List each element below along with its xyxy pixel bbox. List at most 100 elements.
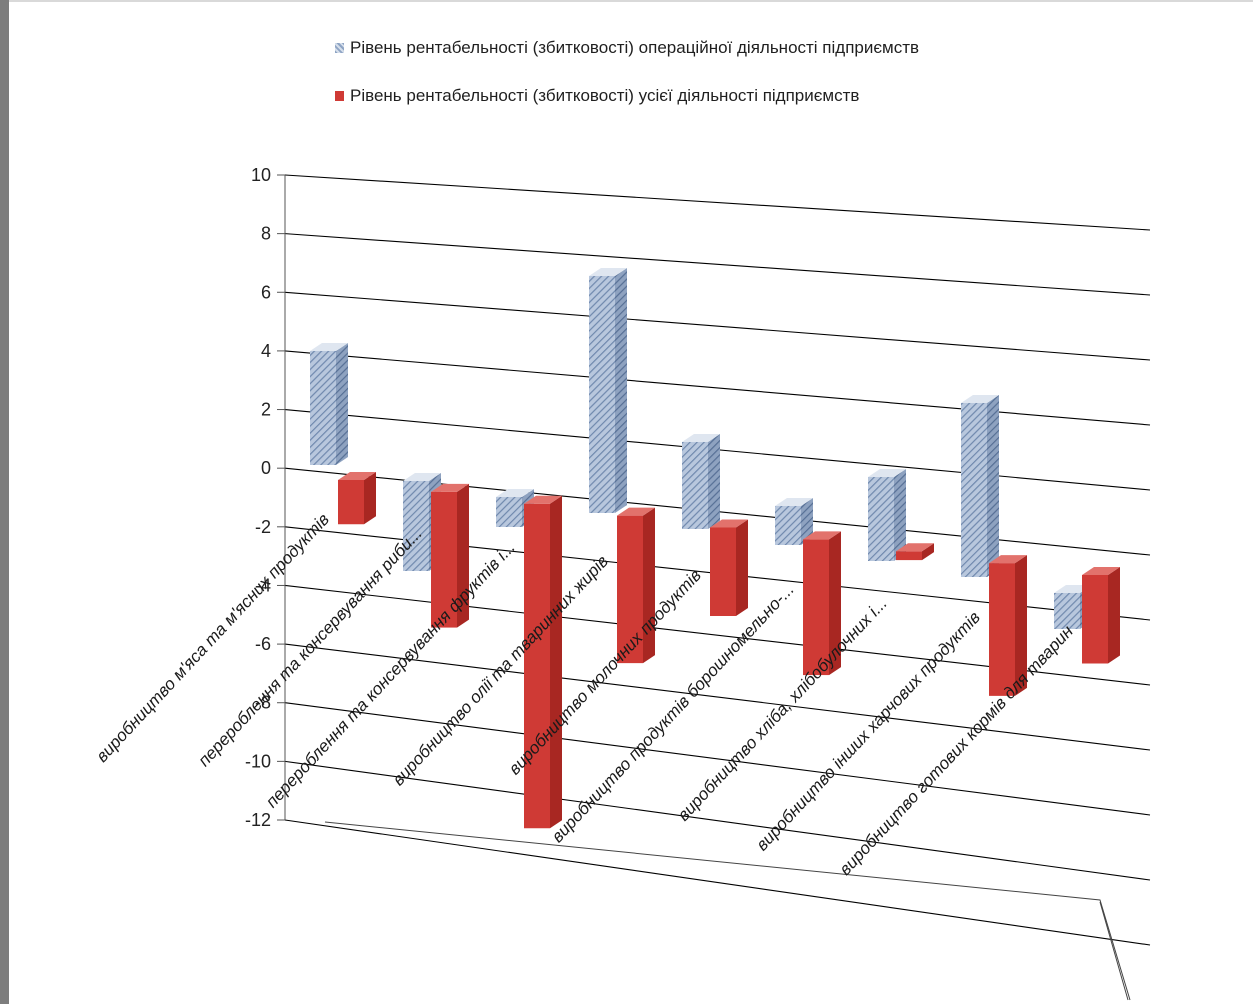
bar-front-face: [710, 527, 736, 616]
frame-left-edge: [0, 0, 9, 1004]
bar-top-face: [961, 395, 999, 403]
bar-front-face: [524, 503, 550, 829]
bar-side-face: [364, 472, 376, 525]
category-label: перероблення та консервування риби...: [194, 524, 426, 770]
bar-top-face: [338, 472, 376, 480]
bar-front-face: [896, 551, 922, 561]
tick-label: -2: [255, 517, 271, 537]
tick-label: 6: [261, 282, 271, 302]
bar-total: [617, 507, 655, 664]
bar-top-face: [682, 434, 720, 442]
category-label: виробництво інших харчових продуктів: [752, 608, 984, 855]
bar-front-face: [589, 276, 615, 513]
bar-side-face: [736, 519, 748, 616]
bar-total: [338, 472, 376, 525]
bar-top-face: [896, 543, 934, 552]
bar-side-face: [1108, 567, 1120, 664]
tick-label: 4: [261, 341, 271, 361]
bar-front-face: [496, 497, 522, 527]
tick-label: 0: [261, 458, 271, 478]
category-label: виробництво хліба, хлібобулочних і...: [674, 594, 891, 825]
bar-front-face: [403, 481, 429, 571]
gridline: [284, 350, 1151, 426]
category-labels: виробництво м'яса та м'ясних продуктівпе…: [92, 510, 1077, 879]
bar-front-face: [803, 539, 829, 676]
bar-top-face: [589, 268, 627, 276]
bar-total: [1082, 567, 1120, 664]
frame-top-edge: [9, 0, 1253, 2]
legend-label-total: Рівень рентабельності (збитковості) усіє…: [350, 86, 860, 105]
legend-swatch-operational: [335, 43, 344, 53]
bar-top-face: [431, 483, 469, 492]
gridline: [284, 233, 1151, 296]
tick-label: -4: [255, 575, 271, 595]
bar-operational: [775, 498, 813, 545]
legend-item-operational: Рівень рентабельності (збитковості) опер…: [335, 36, 919, 60]
gridline: [284, 819, 1151, 946]
bar-front-face: [1082, 575, 1108, 664]
tick-label: 10: [251, 165, 271, 185]
bar-top-face: [775, 498, 813, 506]
bar-operational: [961, 395, 999, 577]
legend: Рівень рентабельності (збитковості) опер…: [335, 36, 919, 132]
bar-side-face: [457, 483, 469, 628]
bar-front-face: [775, 506, 801, 545]
bar-side-face: [801, 498, 813, 545]
gridline: [284, 702, 1151, 816]
bar-operational: [682, 434, 720, 529]
value-axis: 10 8 6 4 2 0 -2 -4 -6 -8 -10 -12: [245, 165, 1131, 1001]
floor-corner: [1099, 901, 1129, 1001]
legend-item-total: Рівень рентабельності (збитковості) усіє…: [335, 84, 919, 108]
bar-operational: [310, 343, 348, 465]
floor-edge: [324, 821, 1131, 1001]
bar-front-face: [961, 403, 987, 577]
gridline: [284, 643, 1151, 751]
category-label: перероблення та консервування фруктів і.…: [262, 538, 519, 812]
bar-front-face: [338, 480, 364, 525]
bar-side-face: [550, 495, 562, 829]
tick-label: -10: [245, 751, 271, 771]
bar-front-face: [431, 491, 457, 628]
bar-total: [896, 543, 934, 561]
gridline: [284, 174, 1151, 231]
bar-front-face: [989, 563, 1015, 696]
bar-front-face: [868, 477, 894, 561]
bar-side-face: [615, 268, 627, 513]
bar-top-face: [1082, 567, 1120, 575]
bars: [310, 268, 1120, 829]
legend-swatch-total: [335, 91, 344, 101]
bar-top-face: [524, 495, 562, 504]
bar-operational: [589, 268, 627, 513]
category-label: виробництво готових кормів для тварин: [835, 621, 1077, 879]
bar-front-face: [682, 442, 708, 529]
bar-side-face: [1015, 555, 1027, 696]
tick-label: 8: [261, 224, 271, 244]
bar-total: [989, 555, 1027, 696]
bar-total: [710, 519, 748, 616]
bar-top-face: [989, 555, 1027, 564]
bar-side-face: [987, 395, 999, 577]
bar-front-face: [1054, 593, 1080, 629]
legend-label-operational: Рівень рентабельності (збитковості) опер…: [350, 38, 920, 57]
bar-top-face: [403, 473, 441, 481]
bar-total: [431, 483, 469, 628]
bar-total: [803, 531, 841, 676]
bar-top-face: [803, 531, 841, 540]
bar-top-face: [310, 343, 348, 351]
tick-label: -8: [255, 693, 271, 713]
gridline: [284, 291, 1151, 361]
bar-side-face: [922, 543, 934, 561]
bar-side-face: [336, 343, 348, 465]
bar-side-face: [708, 434, 720, 529]
gridline: [284, 760, 1151, 881]
bar-total: [524, 495, 562, 829]
tick-label: -12: [245, 810, 271, 830]
bar-top-face: [617, 507, 655, 516]
bar-front-face: [310, 351, 336, 465]
bar-top-face: [496, 489, 534, 497]
bar-top-face: [868, 469, 906, 477]
tick-label: 2: [261, 400, 271, 420]
bar-side-face: [643, 507, 655, 664]
